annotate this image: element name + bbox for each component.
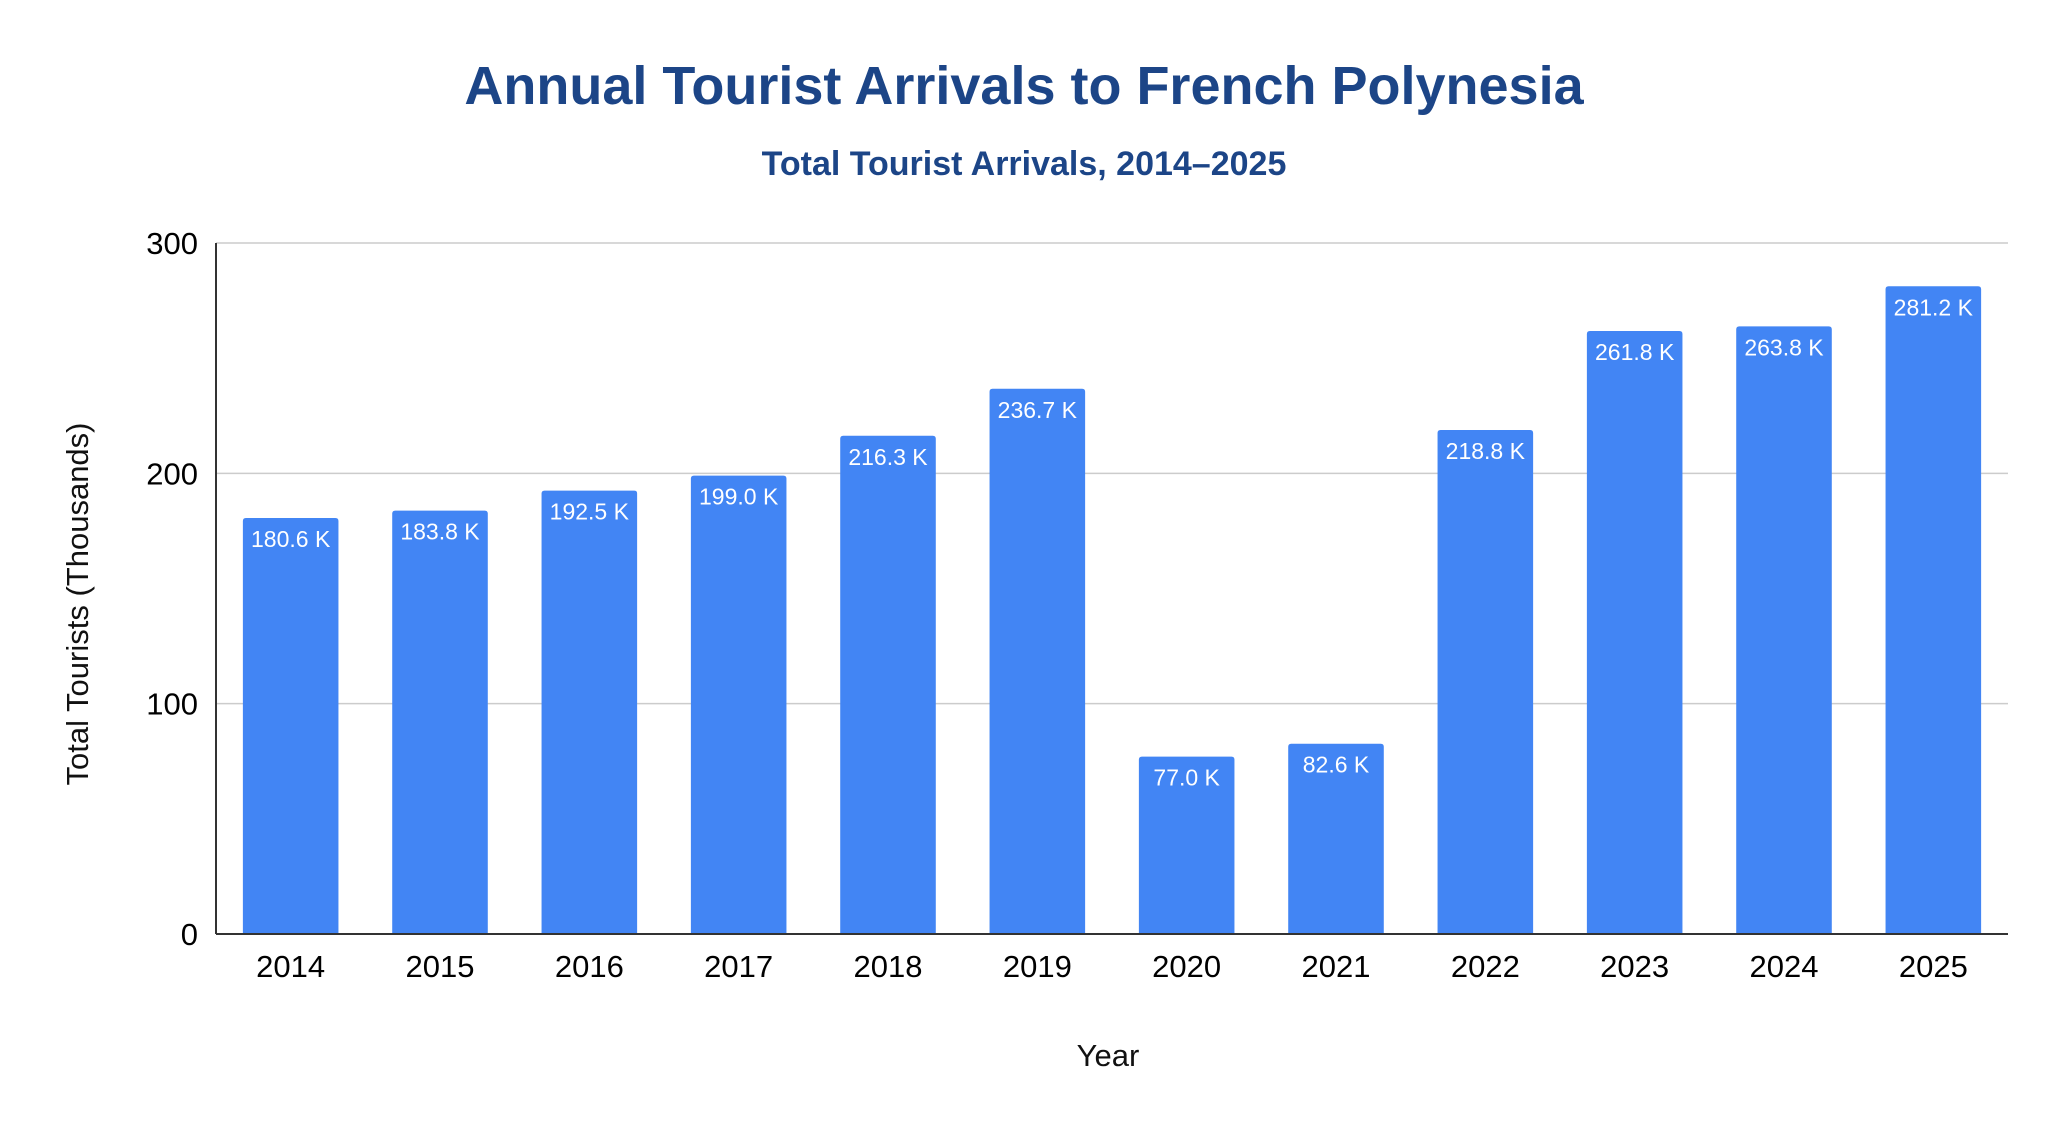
bar-2025 bbox=[1885, 286, 1982, 934]
x-tick-label: 2025 bbox=[1899, 949, 1968, 984]
x-tick-label: 2017 bbox=[704, 949, 773, 984]
x-tick-label: 2020 bbox=[1152, 949, 1221, 984]
x-tick-label: 2015 bbox=[406, 949, 475, 984]
x-tick-label: 2021 bbox=[1302, 949, 1371, 984]
x-tick-label: 2019 bbox=[1003, 949, 1072, 984]
bar-2024 bbox=[1736, 326, 1832, 934]
bar-2021 bbox=[1288, 743, 1384, 934]
x-tick-label: 2023 bbox=[1600, 949, 1669, 984]
axes: 0 100 200 300 2014 2015 2016 2017 2018 2019 2020 20… bbox=[146, 226, 2008, 984]
bar-2018 bbox=[840, 435, 936, 934]
data-label-2025: 281.2 K bbox=[1894, 294, 1974, 320]
data-label-2017: 199.0 K bbox=[699, 484, 779, 510]
data-label-2021: 82.6 K bbox=[1303, 752, 1370, 778]
x-tick-label: 2018 bbox=[854, 949, 923, 984]
x-tick-label: 2016 bbox=[555, 949, 624, 984]
bar-2020 bbox=[1138, 756, 1235, 934]
gridlines bbox=[216, 242, 2008, 705]
data-label-2015: 183.8 K bbox=[400, 519, 480, 545]
data-label-2024: 263.8 K bbox=[1744, 334, 1824, 360]
chart-subtitle: Total Tourist Arrivals, 2014–2025 bbox=[762, 145, 1287, 183]
data-label-2019: 236.7 K bbox=[998, 397, 1078, 423]
data-label-2014: 180.6 K bbox=[251, 526, 331, 552]
chart-title: Annual Tourist Arrivals to French Polyne… bbox=[464, 56, 1584, 116]
bar-2023 bbox=[1586, 330, 1683, 935]
bars: 180.6 K 183.8 K 192.5 K 199.0 K 216.3 K 236.7… bbox=[242, 286, 1982, 935]
bar-2016 bbox=[541, 490, 638, 934]
data-label-2016: 192.5 K bbox=[550, 499, 630, 525]
y-tick-label: 300 bbox=[146, 226, 198, 261]
y-axis-title: Total Tourists (Thousands) bbox=[60, 423, 95, 786]
x-axis-title: Year bbox=[1077, 1038, 1140, 1073]
x-tick-label: 2014 bbox=[256, 949, 325, 984]
bar-2017 bbox=[690, 475, 787, 934]
data-label-2023: 261.8 K bbox=[1595, 339, 1675, 365]
y-tick-label: 0 bbox=[181, 917, 198, 952]
bar-2019 bbox=[989, 388, 1086, 934]
y-tick-label: 200 bbox=[146, 456, 198, 491]
y-tick-label: 100 bbox=[146, 687, 198, 722]
x-tick-label: 2024 bbox=[1750, 949, 1819, 984]
data-label-2020: 77.0 K bbox=[1153, 765, 1220, 791]
x-tick-label: 2022 bbox=[1451, 949, 1520, 984]
data-label-2018: 216.3 K bbox=[848, 444, 928, 470]
data-label-2022: 218.8 K bbox=[1446, 438, 1526, 464]
bar-2014 bbox=[242, 518, 339, 934]
bar-2022 bbox=[1437, 430, 1534, 934]
bar-2015 bbox=[392, 510, 488, 934]
